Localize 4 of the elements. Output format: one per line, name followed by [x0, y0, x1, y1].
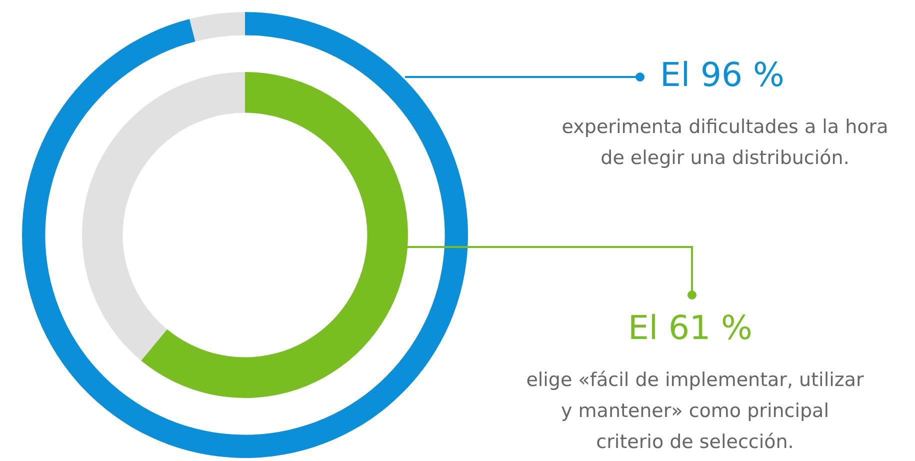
text: elige «fácil de implementar, utilizar y mantener» como principal criterio de selección.	[525, 368, 865, 455]
text: experimenta dificultades a la hora de elegir una distribución.	[560, 115, 890, 171]
text: El 61 %	[628, 308, 752, 347]
text: El 96 %	[660, 55, 784, 94]
